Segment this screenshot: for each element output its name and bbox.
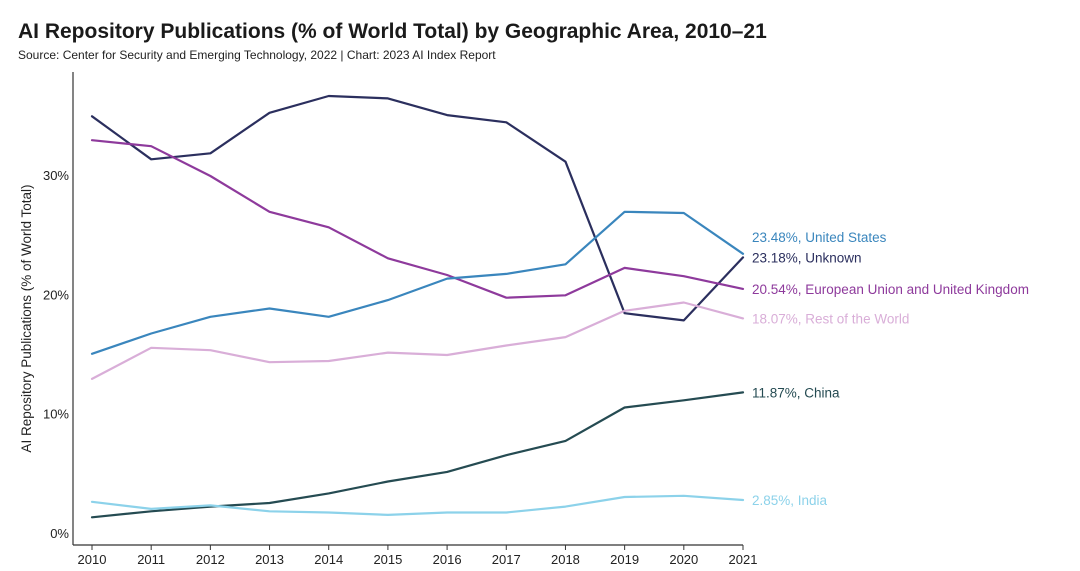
y-axis-label: AI Repository Publications (% of World T…: [19, 184, 34, 452]
x-tick-label: 2019: [610, 552, 639, 567]
y-tick-label: 30%: [43, 168, 69, 183]
y-tick-label: 10%: [43, 407, 69, 422]
series-label-united-states: 23.48%, United States: [752, 230, 887, 245]
series-label-rest-of-the-world: 18.07%, Rest of the World: [752, 311, 909, 326]
series-line-india: [90, 494, 745, 517]
chart-series: [90, 94, 745, 519]
chart-axes: 0% 10% 20% 30% 2010 2011 2012 2013 2014 2015 2016 2…: [19, 72, 757, 567]
x-tick-label: 2020: [669, 552, 698, 567]
series-label-unknown: 23.18%, Unknown: [752, 250, 862, 265]
x-tick-label: 2010: [78, 552, 107, 567]
series-line-rest-of-the-world: [90, 301, 745, 380]
series-label-european-union-and-united-kingdom: 20.54%, European Union and United Kingdo…: [752, 282, 1029, 297]
x-tick-label: 2012: [196, 552, 225, 567]
y-tick-label: 0%: [50, 526, 69, 541]
x-tick-label: 2013: [255, 552, 284, 567]
series-label-china: 11.87%, China: [752, 385, 840, 400]
series-line-china: [90, 391, 745, 519]
series-line-united-states: [90, 210, 745, 355]
x-tick-label: 2016: [433, 552, 462, 567]
series-label-india: 2.85%, India: [752, 493, 828, 508]
series-line-unknown: [90, 94, 745, 322]
x-tick-label: 2021: [729, 552, 758, 567]
y-tick-label: 20%: [43, 287, 69, 302]
x-tick-label: 2011: [137, 552, 165, 567]
series-line-european-union-and-united-kingdom: [90, 139, 745, 299]
chart-end-labels: 23.18%, Unknown 20.54%, European Union an…: [752, 230, 1029, 508]
chart-subtitle: Source: Center for Security and Emerging…: [18, 48, 496, 62]
x-tick-label: 2017: [492, 552, 521, 567]
x-tick-label: 2015: [373, 552, 402, 567]
x-tick-label: 2018: [551, 552, 580, 567]
x-tick-label: 2014: [314, 552, 343, 567]
chart-title: AI Repository Publications (% of World T…: [18, 20, 767, 43]
